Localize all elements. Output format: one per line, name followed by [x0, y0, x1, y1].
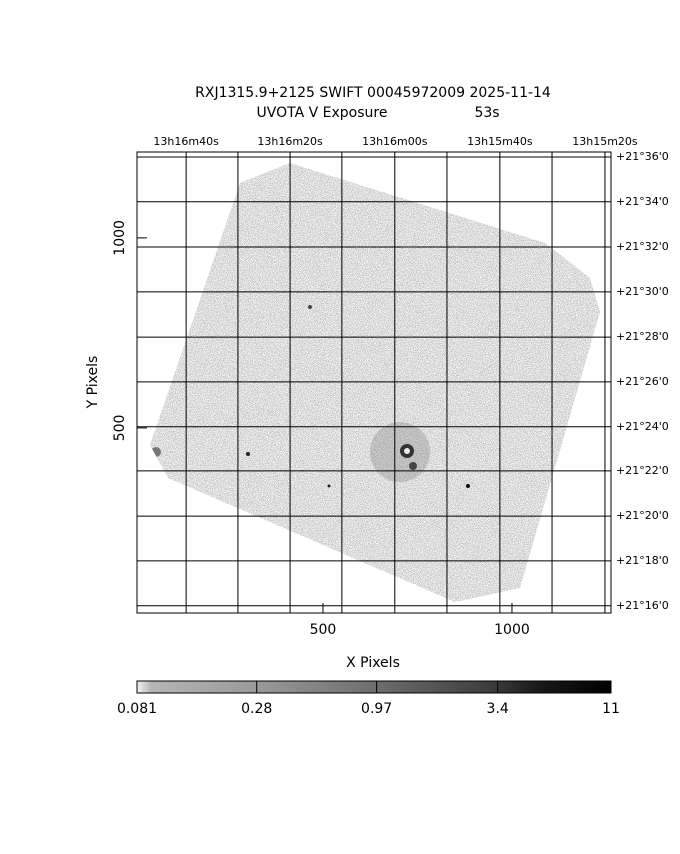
ra-tick-label: 13h15m40s [467, 135, 533, 148]
subtitle: UVOTA V Exposure [257, 105, 388, 121]
ra-tick-label: 13h16m00s [362, 135, 428, 148]
colorbar-tick-label: 0.28 [241, 701, 272, 717]
plot-frame [136, 151, 612, 614]
dec-tick-label: +21°34'0 [616, 195, 669, 208]
dec-tick-label: +21°36'0 [616, 150, 669, 163]
ra-tick-label: 13h16m40s [153, 135, 219, 148]
dec-tick-label: +21°16'0 [616, 599, 669, 612]
ra-tick-label: 13h16m20s [257, 135, 323, 148]
dec-tick-label: +21°24'0 [616, 420, 669, 433]
dec-tick-label: +21°28'0 [616, 330, 669, 343]
dec-tick-label: +21°18'0 [616, 554, 669, 567]
x-tick-label: 500 [310, 622, 337, 638]
dec-tick-label: +21°20'0 [616, 509, 669, 522]
colorbar-tick-label: 0.081 [117, 701, 157, 717]
y-tick-label: 500 [112, 415, 128, 442]
exposure: 53s [474, 105, 499, 121]
x-axis-label: X Pixels [346, 655, 400, 671]
ra-tick-label: 13h15m20s [572, 135, 638, 148]
dec-tick-label: +21°30'0 [616, 285, 669, 298]
dec-tick-label: +21°32'0 [616, 240, 669, 253]
colorbar-tick-label: 3.4 [487, 701, 509, 717]
x-tick-label: 1000 [494, 622, 530, 638]
image [150, 163, 600, 602]
dec-tick-label: +21°22'0 [616, 464, 669, 477]
colorbar-tick-label: 11 [602, 701, 620, 717]
title: RXJ1315.9+2125 SWIFT 00045972009 2025-11… [195, 85, 551, 101]
colorbar [136, 680, 612, 694]
y-tick-label: 1000 [112, 220, 128, 256]
colorbar-tick-label: 0.97 [361, 701, 392, 717]
dec-tick-label: +21°26'0 [616, 375, 669, 388]
y-axis-label: Y Pixels [85, 356, 101, 410]
